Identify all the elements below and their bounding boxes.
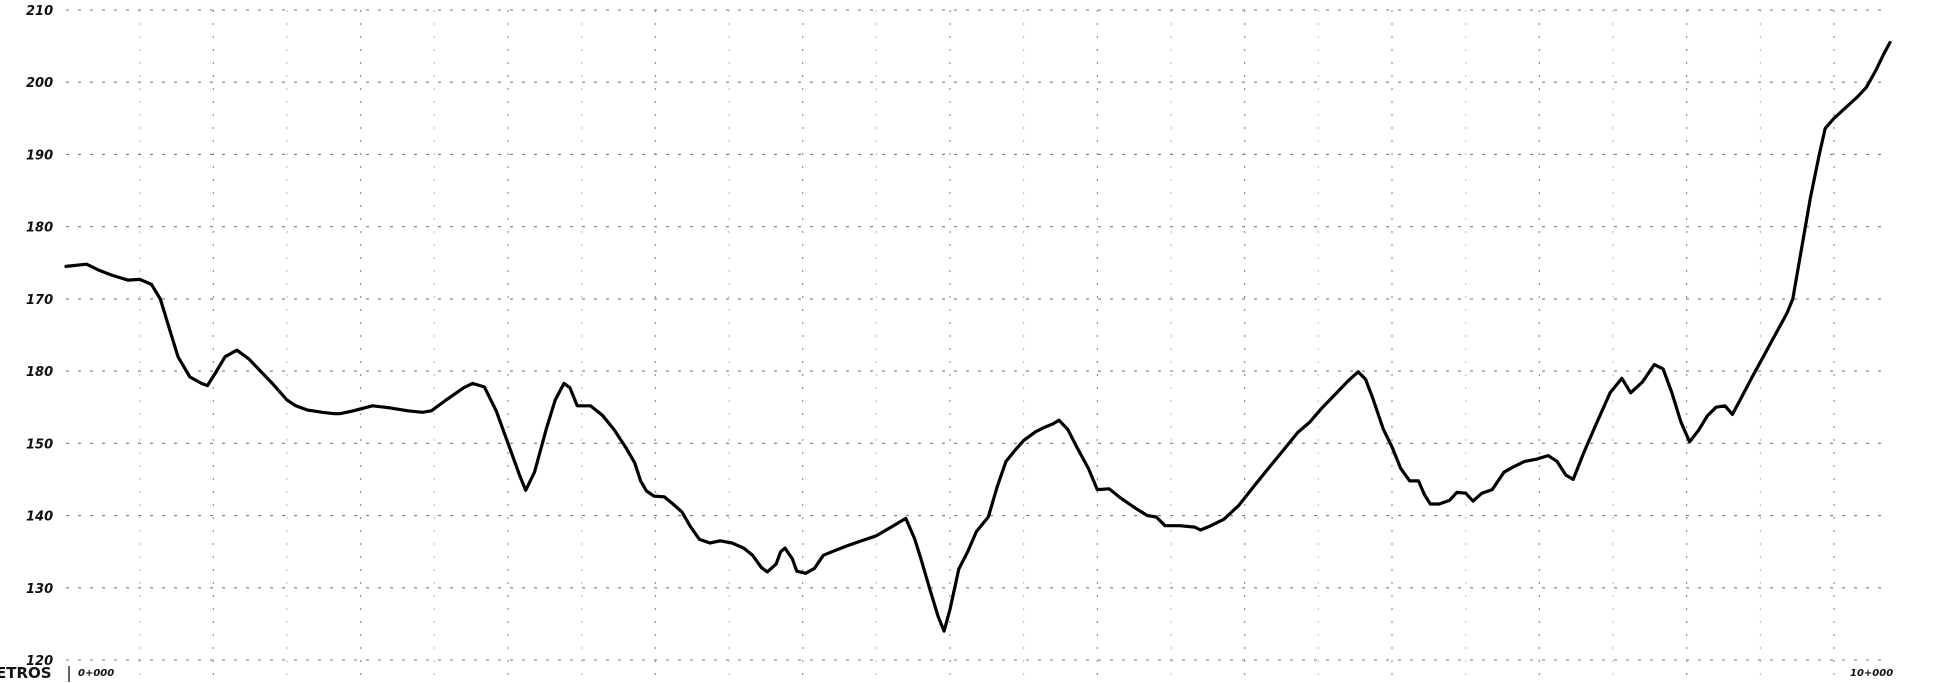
x-tick-label: 10+000 [1850,668,1893,679]
y-tick-label: 180 [26,365,53,380]
y-tick-label: 190 [26,148,53,163]
horizontal-gridlines [66,9,1890,661]
y-tick-label: 120 [26,654,53,669]
series-layer [64,40,1892,633]
y-tick-label: 210 [26,4,53,19]
series-line [64,40,1892,633]
y-tick-label: 150 [26,437,53,452]
x-tick-label: 0+000 [78,668,114,679]
y-tick-label: 170 [26,293,53,308]
y-tick-label: 180 [26,221,53,236]
x-axis-tick-labels: 0+000 10+000 [78,668,1893,679]
y-tick-label: 140 [26,510,53,525]
x-axis-label: ETROS [0,664,52,682]
vertical-gridlines [68,10,1835,682]
y-tick-label: 130 [26,582,53,597]
y-axis-tick-labels: 120 130 140 150 180 170 180 190 200 210 [26,4,53,669]
y-tick-label: 200 [26,76,53,91]
